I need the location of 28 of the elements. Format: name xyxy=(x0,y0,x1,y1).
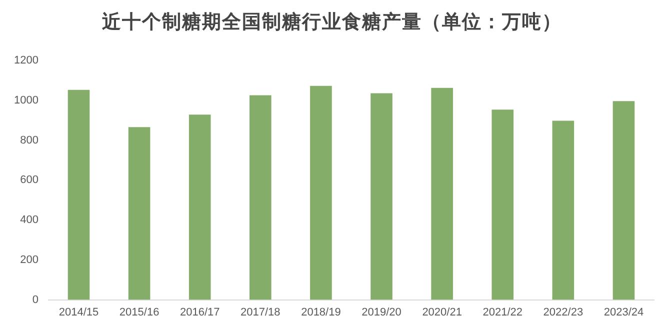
x-tick-label: 2020/21 xyxy=(422,306,462,318)
y-tick-label: 400 xyxy=(20,214,38,226)
bar xyxy=(370,93,392,300)
y-tick-label: 600 xyxy=(20,174,38,186)
bar xyxy=(612,101,635,300)
y-tick-label: 0 xyxy=(32,294,38,306)
bar xyxy=(310,86,332,300)
x-tick-label: 2015/16 xyxy=(119,306,160,318)
x-tick-label: 2018/19 xyxy=(301,306,341,318)
x-tick-label: 2019/20 xyxy=(362,306,402,318)
x-tick-label: 2022/23 xyxy=(543,306,584,318)
bar xyxy=(492,110,514,300)
x-tick-label: 2016/17 xyxy=(180,306,220,318)
chart-title: 近十个制糖期全国制糖行业食糖产量（单位：万吨） xyxy=(101,10,563,35)
x-tick-label: 2021/22 xyxy=(482,306,522,318)
y-tick-label: 1200 xyxy=(14,54,38,67)
y-tick-label: 200 xyxy=(20,254,38,266)
bar xyxy=(250,95,272,300)
x-tick-label: 2014/15 xyxy=(58,306,99,318)
y-tick-label: 800 xyxy=(20,134,38,146)
x-tick-label: 2023/24 xyxy=(604,306,644,318)
bar xyxy=(68,90,90,300)
bar xyxy=(552,120,574,300)
bar xyxy=(431,88,453,300)
y-tick-label: 1000 xyxy=(14,94,38,106)
bar xyxy=(188,114,211,300)
bar xyxy=(128,127,150,300)
x-tick-label: 2017/18 xyxy=(240,306,280,318)
